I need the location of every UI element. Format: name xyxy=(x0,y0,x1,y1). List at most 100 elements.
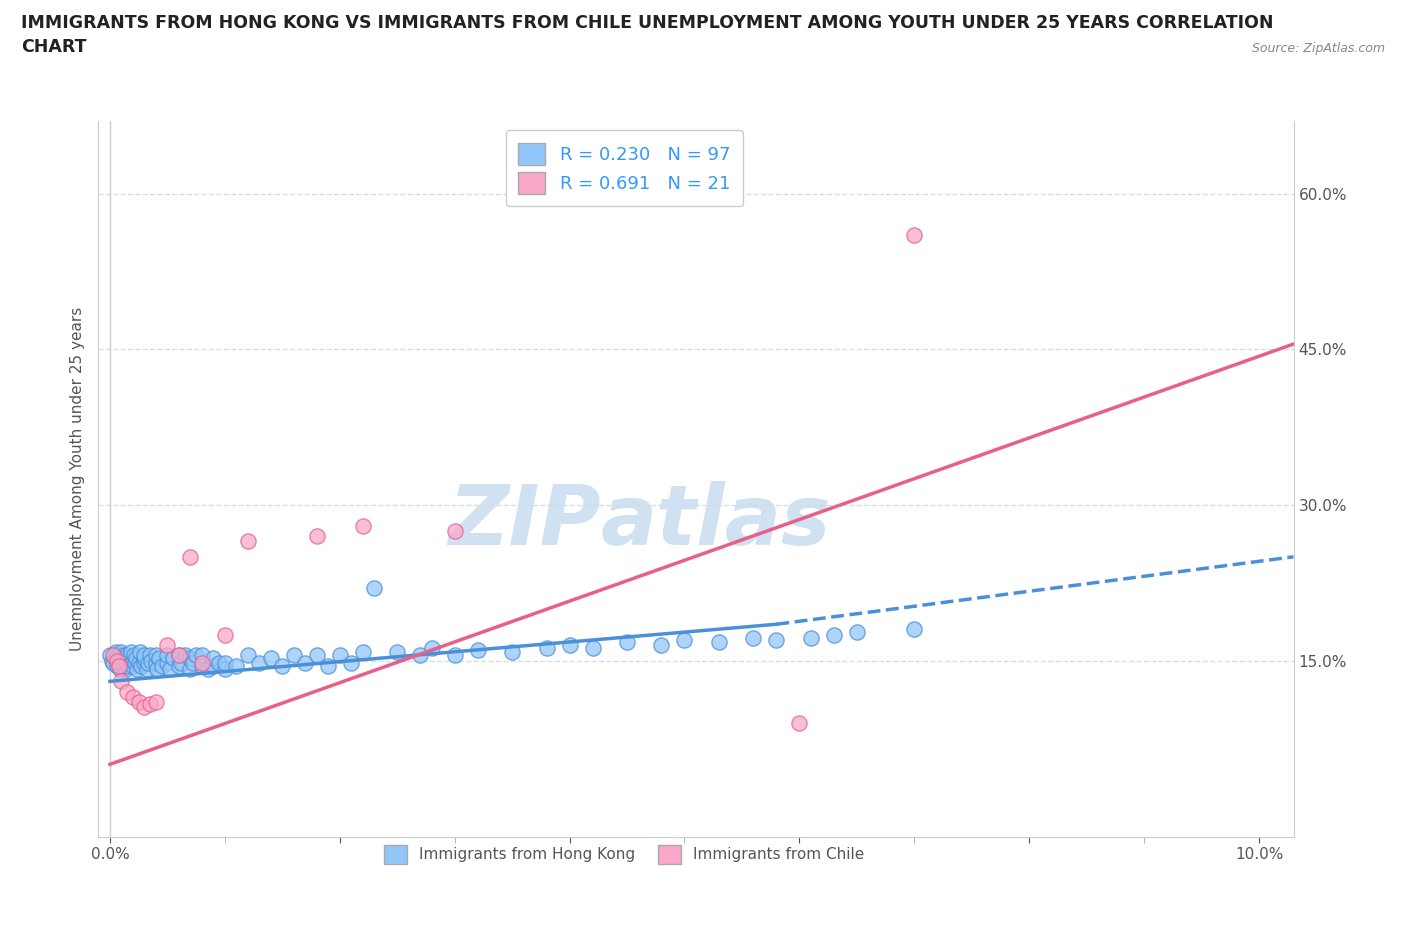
Point xyxy=(184,648,207,663)
Point xyxy=(128,656,150,671)
Point xyxy=(125,651,148,666)
Point xyxy=(191,648,214,663)
Point xyxy=(845,624,868,639)
Point xyxy=(115,648,138,663)
Point xyxy=(385,644,409,659)
Point xyxy=(115,661,138,676)
Point xyxy=(156,656,179,671)
Point xyxy=(110,656,132,671)
Point xyxy=(202,651,225,666)
Point xyxy=(134,656,156,671)
Point xyxy=(134,648,156,663)
Point xyxy=(159,661,181,676)
Text: Source: ZipAtlas.com: Source: ZipAtlas.com xyxy=(1251,42,1385,55)
Point xyxy=(191,656,214,671)
Point xyxy=(225,658,247,673)
Point xyxy=(214,661,236,676)
Point xyxy=(118,651,141,666)
Point xyxy=(316,658,339,673)
Point xyxy=(202,658,225,673)
Point xyxy=(197,661,219,676)
Point xyxy=(120,644,142,659)
Point xyxy=(156,638,179,653)
Point xyxy=(903,228,925,243)
Point xyxy=(105,658,128,673)
Point xyxy=(170,656,193,671)
Point xyxy=(122,653,145,668)
Point xyxy=(108,653,131,668)
Point xyxy=(352,518,374,533)
Point xyxy=(167,648,190,663)
Point xyxy=(110,661,132,676)
Point xyxy=(134,651,156,666)
Point xyxy=(107,648,129,663)
Point xyxy=(104,648,127,663)
Point xyxy=(742,631,765,645)
Point xyxy=(558,638,581,653)
Point xyxy=(136,656,159,671)
Point xyxy=(179,651,201,666)
Point xyxy=(117,658,139,673)
Point xyxy=(114,651,136,666)
Point xyxy=(145,648,167,663)
Point xyxy=(103,648,125,663)
Point xyxy=(150,658,173,673)
Point xyxy=(305,648,328,663)
Text: ZIP: ZIP xyxy=(447,482,600,563)
Point xyxy=(114,656,136,671)
Point xyxy=(115,656,138,671)
Point xyxy=(800,631,823,645)
Point xyxy=(134,700,156,715)
Point xyxy=(145,656,167,671)
Point xyxy=(115,684,138,699)
Point xyxy=(443,648,465,663)
Point xyxy=(179,661,201,676)
Point xyxy=(128,695,150,710)
Point xyxy=(352,644,374,659)
Point xyxy=(105,653,128,668)
Point xyxy=(191,658,214,673)
Point xyxy=(103,651,125,666)
Point xyxy=(271,658,294,673)
Point xyxy=(110,674,132,689)
Point xyxy=(127,661,149,676)
Point xyxy=(823,627,845,642)
Point xyxy=(581,641,603,656)
Point xyxy=(903,622,925,637)
Point xyxy=(122,648,145,663)
Point xyxy=(107,656,129,671)
Point xyxy=(98,648,121,663)
Point xyxy=(145,695,167,710)
Point xyxy=(112,658,135,673)
Point xyxy=(139,697,162,711)
Point xyxy=(305,528,328,543)
Point xyxy=(340,656,363,671)
Point xyxy=(329,648,352,663)
Point xyxy=(139,648,162,663)
Point xyxy=(294,656,316,671)
Point xyxy=(616,634,638,649)
Point xyxy=(108,658,131,673)
Point xyxy=(129,658,152,673)
Point xyxy=(181,656,204,671)
Point xyxy=(135,661,157,676)
Text: IMMIGRANTS FROM HONG KONG VS IMMIGRANTS FROM CHILE UNEMPLOYMENT AMONG YOUTH UNDE: IMMIGRANTS FROM HONG KONG VS IMMIGRANTS … xyxy=(21,14,1274,56)
Point xyxy=(179,550,201,565)
Point xyxy=(101,653,124,668)
Point xyxy=(501,644,523,659)
Point xyxy=(214,627,236,642)
Point xyxy=(167,648,190,663)
Point xyxy=(124,656,146,671)
Point xyxy=(146,661,169,676)
Text: atlas: atlas xyxy=(600,482,831,563)
Point xyxy=(236,534,259,549)
Point xyxy=(156,648,179,663)
Point xyxy=(536,641,558,656)
Point xyxy=(443,524,465,538)
Point xyxy=(236,648,259,663)
Point xyxy=(707,634,730,649)
Point xyxy=(167,658,190,673)
Point xyxy=(112,648,135,663)
Point xyxy=(467,643,489,658)
Point xyxy=(110,644,132,659)
